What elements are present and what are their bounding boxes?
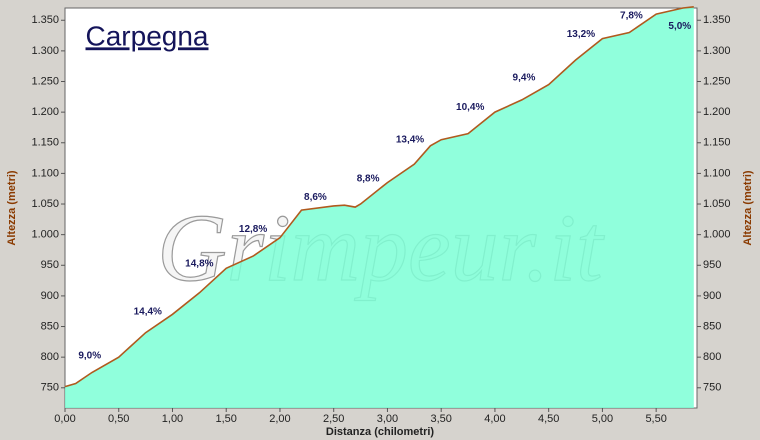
title-box (70, 17, 224, 57)
y-tick-label: 750 (41, 382, 59, 394)
y2-tick-label: 750 (703, 382, 721, 394)
y-tick-label: 1.200 (31, 106, 59, 118)
y2-tick-label: 850 (703, 320, 721, 332)
y2-tick-label: 1.300 (703, 45, 731, 57)
gradient-label: 8,8% (357, 174, 380, 185)
x-axis-title: Distanza (chilometri) (326, 426, 435, 438)
gradient-label: 8,6% (304, 192, 327, 203)
y-tick-label: 1.000 (31, 229, 59, 241)
x-tick-label: 5,00 (592, 413, 613, 425)
y-tick-label: 1.100 (31, 167, 59, 179)
y-tick-label: 900 (41, 290, 59, 302)
area (65, 6, 694, 409)
y-tick-label: 850 (41, 320, 59, 332)
y-axis-title: Altezza (metri) (6, 170, 18, 246)
gradient-label: 13,4% (396, 134, 424, 145)
y-tick-label: 1.350 (31, 14, 59, 26)
x-tick-label: 5,50 (645, 413, 666, 425)
x-tick-label: 3,00 (377, 413, 398, 425)
y2-axis-title: Altezza (metri) (742, 170, 754, 246)
gradient-label: 7,8% (620, 11, 643, 22)
y-tick-label: 1.250 (31, 75, 59, 87)
y2-tick-label: 900 (703, 290, 721, 302)
y-tick-label: 1.300 (31, 45, 59, 57)
x-tick-label: 1,00 (162, 413, 183, 425)
y2-tick-label: 1.000 (703, 229, 731, 241)
y-tick-label: 1.050 (31, 198, 59, 210)
gradient-label: 5,0% (668, 21, 691, 32)
y2-tick-label: 1.250 (703, 75, 731, 87)
y2-tick-label: 1.200 (703, 106, 731, 118)
gradient-label: 13,2% (567, 29, 595, 40)
y2-tick-label: 1.350 (703, 14, 731, 26)
x-tick-label: 0,00 (54, 413, 75, 425)
y-tick-label: 950 (41, 259, 59, 271)
y2-tick-label: 1.050 (703, 198, 731, 210)
x-tick-label: 0,50 (108, 413, 129, 425)
x-tick-label: 4,50 (538, 413, 559, 425)
gradient-label: 12,8% (239, 224, 267, 235)
x-tick-label: 2,50 (323, 413, 344, 425)
y2-tick-label: 950 (703, 259, 721, 271)
chart-title: Carpegna (86, 20, 209, 51)
y2-tick-label: 800 (703, 351, 721, 363)
gradient-label: 14,8% (185, 259, 213, 270)
gradient-label: 14,4% (134, 306, 162, 317)
x-tick-label: 4,00 (484, 413, 505, 425)
y2-tick-label: 1.150 (703, 137, 731, 149)
y-tick-label: 1.150 (31, 137, 59, 149)
x-tick-label: 3,50 (430, 413, 451, 425)
y-tick-label: 800 (41, 351, 59, 363)
gradient-label: 9,4% (513, 72, 536, 83)
y2-tick-label: 1.100 (703, 167, 731, 179)
x-tick-label: 2,00 (269, 413, 290, 425)
gradient-label: 9,0% (78, 351, 101, 362)
profile-line (64, 6, 694, 388)
x-tick-label: 1,50 (216, 413, 237, 425)
gradient-label: 10,4% (456, 102, 484, 113)
